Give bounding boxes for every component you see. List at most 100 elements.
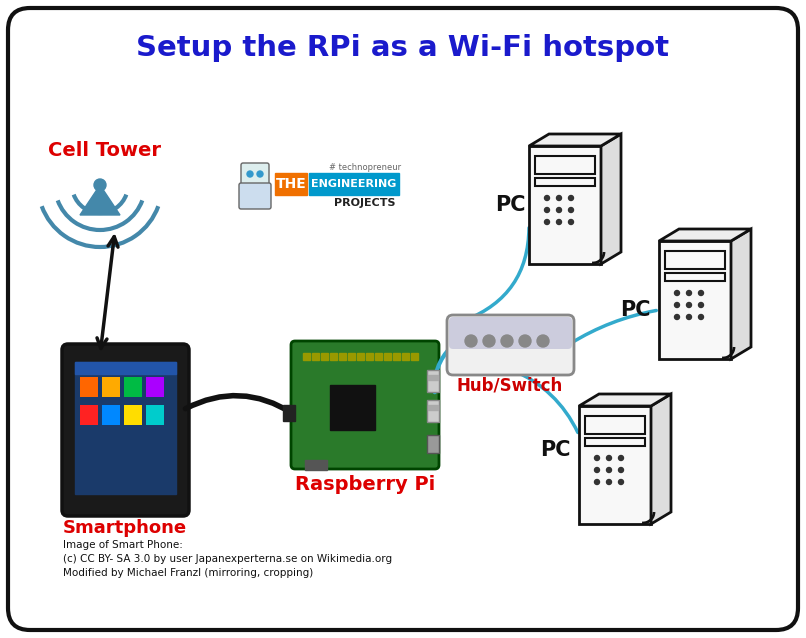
Text: THE: THE: [276, 177, 306, 191]
Bar: [75, 362, 176, 494]
Text: Cell Tower: Cell Tower: [48, 140, 161, 160]
Bar: [428, 375, 438, 380]
Text: Hub/Switch: Hub/Switch: [457, 376, 563, 394]
Polygon shape: [529, 134, 621, 146]
Bar: [309, 173, 399, 195]
Bar: [146, 377, 164, 397]
Bar: [665, 251, 725, 269]
Bar: [305, 460, 327, 470]
Bar: [366, 353, 373, 360]
Circle shape: [675, 302, 679, 308]
Text: Setup the RPi as a Wi-Fi hotspot: Setup the RPi as a Wi-Fi hotspot: [136, 34, 670, 62]
Circle shape: [699, 290, 704, 295]
Polygon shape: [651, 394, 671, 524]
Circle shape: [537, 335, 549, 347]
Bar: [384, 353, 391, 360]
Circle shape: [595, 456, 600, 461]
Circle shape: [699, 302, 704, 308]
Bar: [124, 405, 142, 425]
Bar: [75, 362, 176, 374]
Bar: [393, 353, 400, 360]
Bar: [80, 405, 98, 425]
Bar: [124, 377, 142, 397]
Bar: [283, 405, 295, 421]
Circle shape: [595, 480, 600, 484]
Circle shape: [556, 207, 562, 212]
Text: Image of Smart Phone:: Image of Smart Phone:: [63, 540, 183, 550]
Polygon shape: [579, 406, 651, 524]
Circle shape: [606, 480, 612, 484]
Circle shape: [545, 195, 550, 200]
FancyBboxPatch shape: [447, 315, 574, 375]
Circle shape: [94, 179, 106, 191]
Circle shape: [568, 195, 574, 200]
FancyBboxPatch shape: [8, 8, 798, 630]
Circle shape: [606, 468, 612, 473]
Bar: [330, 385, 375, 430]
Circle shape: [699, 315, 704, 320]
Bar: [303, 353, 310, 360]
Bar: [321, 353, 328, 360]
Text: ENGINEERING: ENGINEERING: [311, 179, 397, 189]
Bar: [357, 353, 364, 360]
FancyBboxPatch shape: [427, 435, 439, 453]
Bar: [312, 353, 319, 360]
Text: PROJECTS: PROJECTS: [334, 198, 396, 208]
Bar: [585, 416, 645, 434]
Bar: [102, 405, 120, 425]
Circle shape: [618, 480, 624, 484]
Circle shape: [675, 290, 679, 295]
Bar: [330, 353, 337, 360]
Bar: [146, 405, 164, 425]
Circle shape: [568, 207, 574, 212]
FancyBboxPatch shape: [449, 317, 572, 349]
Text: PC: PC: [540, 440, 571, 460]
Circle shape: [465, 335, 477, 347]
Bar: [80, 377, 98, 397]
Bar: [339, 353, 346, 360]
Circle shape: [556, 195, 562, 200]
Polygon shape: [579, 394, 671, 406]
Circle shape: [247, 171, 253, 177]
Circle shape: [618, 456, 624, 461]
Bar: [102, 377, 120, 397]
Circle shape: [568, 219, 574, 225]
Circle shape: [257, 171, 263, 177]
Circle shape: [687, 302, 692, 308]
Bar: [375, 353, 382, 360]
Circle shape: [501, 335, 513, 347]
Bar: [411, 353, 418, 360]
Polygon shape: [659, 241, 731, 359]
Bar: [535, 178, 595, 186]
FancyBboxPatch shape: [427, 400, 439, 422]
Bar: [428, 405, 438, 410]
FancyBboxPatch shape: [239, 183, 271, 209]
Circle shape: [556, 219, 562, 225]
Text: Modified by Michael Franzl (mirroring, cropping): Modified by Michael Franzl (mirroring, c…: [63, 568, 314, 578]
Text: Raspberry Pi: Raspberry Pi: [295, 475, 435, 494]
Circle shape: [545, 219, 550, 225]
Circle shape: [595, 468, 600, 473]
Polygon shape: [601, 134, 621, 264]
FancyBboxPatch shape: [291, 341, 439, 469]
Bar: [275, 173, 307, 195]
Bar: [585, 438, 645, 446]
Polygon shape: [80, 185, 120, 215]
Bar: [348, 353, 355, 360]
Circle shape: [687, 290, 692, 295]
Circle shape: [687, 315, 692, 320]
Text: # technopreneur: # technopreneur: [329, 163, 401, 172]
Polygon shape: [731, 229, 751, 359]
Bar: [402, 353, 409, 360]
FancyBboxPatch shape: [241, 163, 269, 185]
Circle shape: [618, 468, 624, 473]
Text: (c) CC BY- SA 3.0 by user Japanexperterna.se on Wikimedia.org: (c) CC BY- SA 3.0 by user Japanexpertern…: [63, 554, 393, 564]
Polygon shape: [529, 146, 601, 264]
Circle shape: [519, 335, 531, 347]
Bar: [665, 273, 725, 281]
Text: Smartphone: Smartphone: [63, 519, 187, 537]
FancyBboxPatch shape: [427, 370, 439, 392]
Polygon shape: [659, 229, 751, 241]
Circle shape: [483, 335, 495, 347]
Bar: [535, 156, 595, 174]
